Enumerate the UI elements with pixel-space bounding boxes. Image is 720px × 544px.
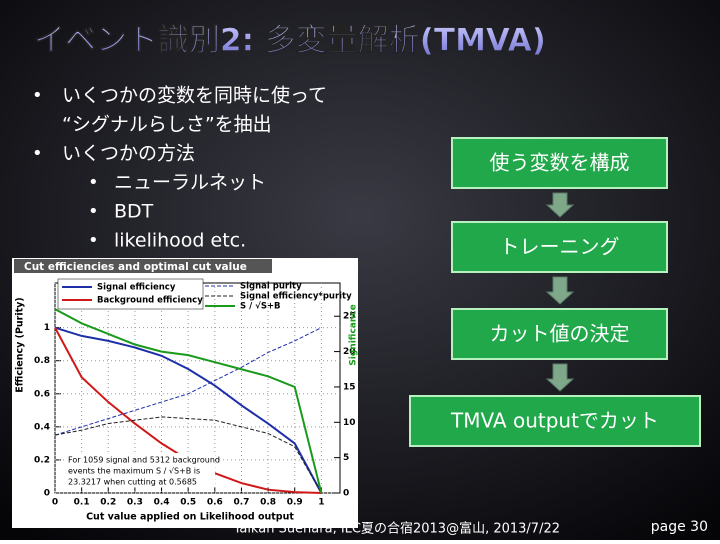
y-axis-label: Efficiency (Purity) <box>15 297 26 392</box>
y-tick-label: 0 <box>44 489 50 499</box>
y2-axis-label: Significance <box>349 304 359 365</box>
x-tick-label: 0.6 <box>207 498 223 508</box>
legend-label: Signal purity <box>240 282 302 292</box>
flow-arrow <box>545 192 575 218</box>
y2-tick-label: 20 <box>343 347 356 357</box>
bullet-dot: • <box>88 230 99 251</box>
bullet-text: いくつかの変数を同時に使って <box>62 85 327 107</box>
plot-title: Cut efficiencies and optimal cut value <box>24 261 247 273</box>
x-tick-label: 0.4 <box>154 498 170 508</box>
y2-tick-label: 15 <box>343 382 356 392</box>
sub-bullet-text: ニューラルネット <box>114 172 266 194</box>
flow-step: トレーニング <box>500 235 620 259</box>
bullet-dot: • <box>32 143 43 164</box>
y-tick-label: 0.8 <box>34 356 50 366</box>
bullet-dot: • <box>32 85 43 106</box>
flow-box <box>451 308 668 360</box>
bullet-text: いくつかの方法 <box>62 143 195 165</box>
flow-step: TMVA outputでカット <box>450 409 659 433</box>
flow-box <box>409 395 701 447</box>
x-tick-label: 0.7 <box>233 498 249 508</box>
x-tick-label: 0.5 <box>180 498 196 508</box>
sub-bullet-text: likelihood etc. <box>114 230 246 252</box>
y2-tick-label: 10 <box>343 418 356 428</box>
y2-tick-label: 0 <box>343 489 349 499</box>
y-tick-label: 0.6 <box>34 389 50 399</box>
bullet-dot: • <box>88 172 99 193</box>
x-tick-label: 0.8 <box>260 498 276 508</box>
flow-box <box>451 137 668 189</box>
flow-step: 使う変数を構成 <box>490 151 630 175</box>
series-line <box>54 326 323 494</box>
y-tick-label: 0.2 <box>34 455 50 465</box>
sub-bullet-text: BDT <box>114 201 154 223</box>
page-number: page 30 <box>651 519 708 535</box>
flow-arrow <box>545 363 575 392</box>
bullet-dot: • <box>88 201 99 222</box>
x-tick-label: 0.9 <box>287 498 303 508</box>
legend-box <box>57 278 204 310</box>
y2-tick-label: 25 <box>343 312 356 322</box>
legend-label: Background efficiency <box>97 296 203 306</box>
x-tick-label: 0.2 <box>100 498 116 508</box>
x-tick-label: 0.1 <box>74 498 90 508</box>
flow-step: カット値の決定 <box>490 322 630 346</box>
plot-title-bar <box>14 259 272 273</box>
annotation-text: 23.3217 when cutting at 0.5685 <box>68 478 197 487</box>
legend-label: Signal efficiency*purity <box>240 292 352 302</box>
legend-label: S / √S+B <box>240 302 281 312</box>
y-tick-label: 1 <box>44 323 50 333</box>
x-axis-label: Cut value applied on Likelihood output <box>86 512 294 523</box>
legend-label: Signal efficiency <box>97 283 176 293</box>
series-line <box>54 308 323 494</box>
x-tick-label: 0 <box>52 498 58 508</box>
slide-title: イベント識別2: 多変量解析(TMVA) <box>34 23 546 59</box>
annotation-box <box>65 453 215 487</box>
flow-box <box>451 221 668 273</box>
flow-arrow <box>545 276 575 305</box>
series-line <box>54 416 322 494</box>
bullet-text: “シグナルらしさ”を抽出 <box>62 114 272 136</box>
y-tick-label: 0.4 <box>34 422 50 432</box>
annotation-text: events the maximum S / √S+B is <box>68 467 200 476</box>
series-line <box>54 327 322 436</box>
x-tick-label: 0.3 <box>127 498 143 508</box>
x-tick-label: 1 <box>318 498 324 508</box>
annotation-text: For 1059 signal and 5312 background <box>68 456 220 465</box>
y2-tick-label: 5 <box>343 453 349 463</box>
